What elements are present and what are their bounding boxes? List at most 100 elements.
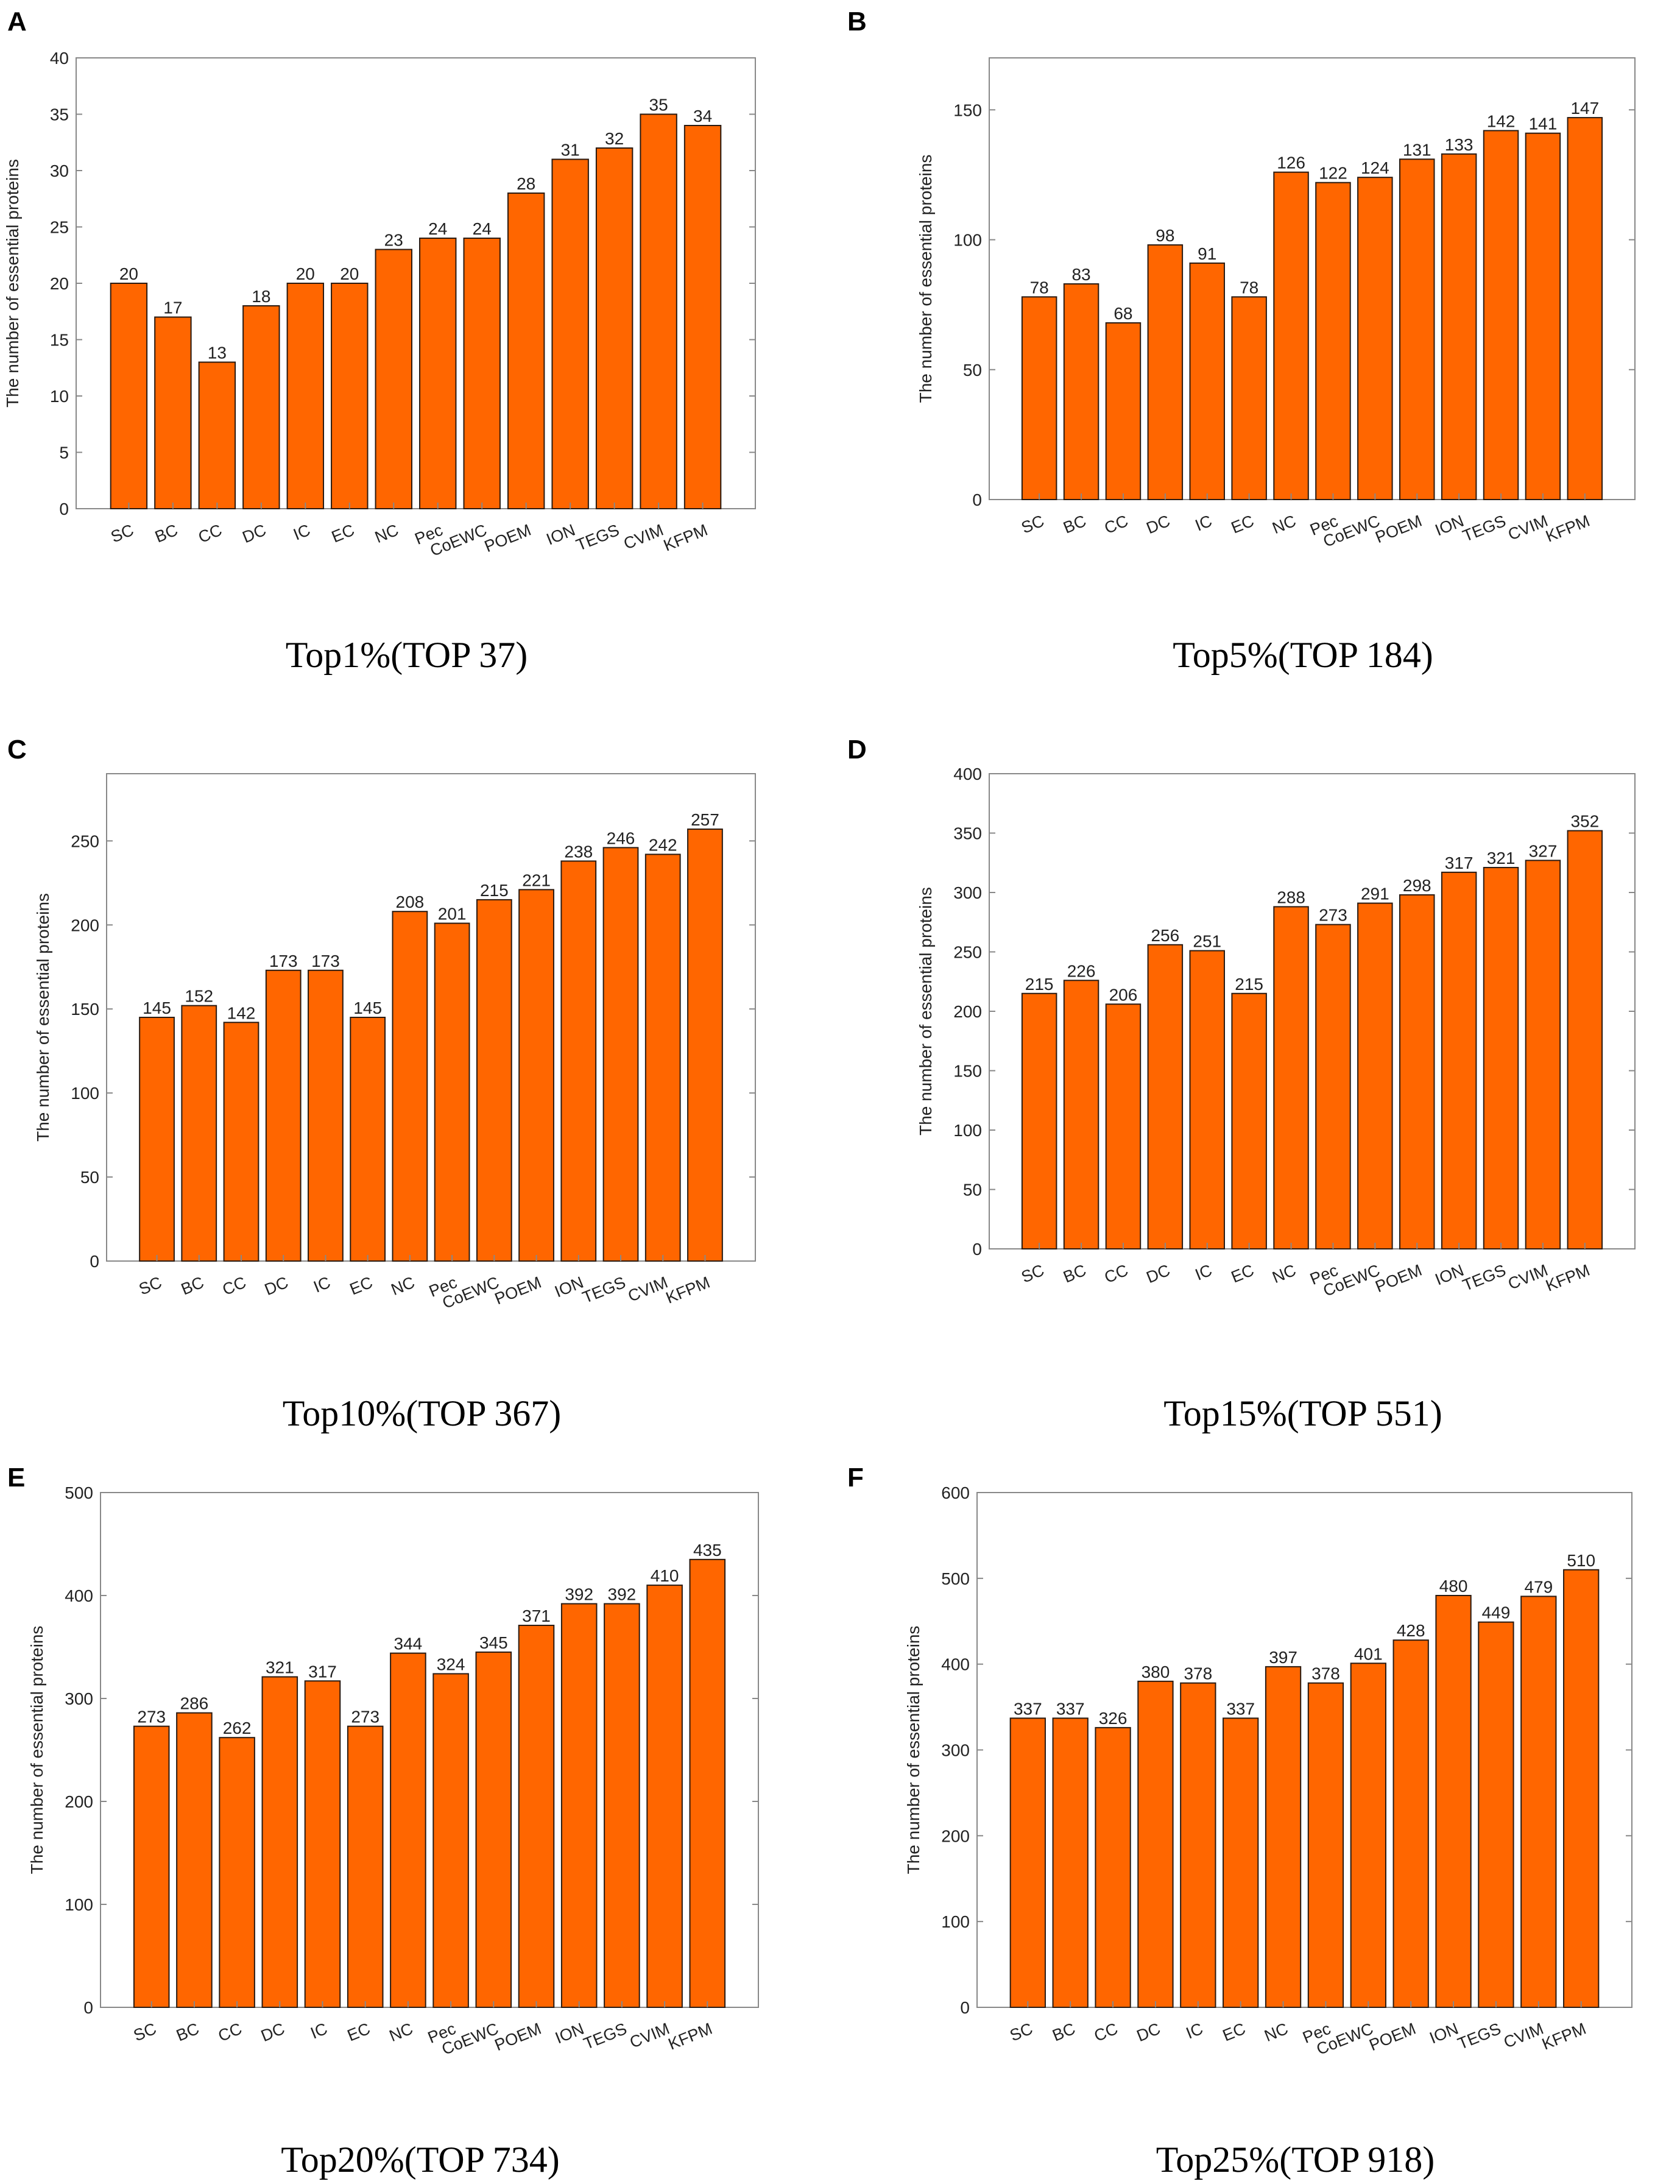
bar-sc (110, 283, 148, 509)
bar-pec (1315, 924, 1351, 1249)
bar-kfpm (1563, 1569, 1600, 2008)
category-label: TEGS (1460, 1261, 1508, 1295)
category-label: NC (387, 2020, 415, 2045)
bar-tegs (1478, 1621, 1514, 2008)
bar-bc (1063, 283, 1099, 500)
bar-coewc (475, 1651, 512, 2008)
bar-nc (1273, 906, 1309, 1249)
bar-ec (1223, 1717, 1259, 2008)
category-label: SC (136, 1273, 164, 1299)
value-label: 201 (438, 905, 467, 924)
bar-kfpm (1567, 830, 1603, 1250)
value-label: 152 (185, 987, 213, 1006)
value-label: 173 (311, 952, 340, 970)
chart-svg: B 0 50 100 150 The number of essential protei… (847, 7, 1636, 675)
category-label: IC (308, 2020, 330, 2043)
value-label: 215 (1025, 975, 1054, 994)
value-label: 133 (1445, 135, 1474, 154)
panel-caption: Top5%(TOP 184) (1173, 635, 1433, 675)
category-label: CVIM (1505, 512, 1550, 544)
panel-letter: A (7, 7, 27, 37)
category-label: IC (1184, 2020, 1205, 2043)
bar-poem (1392, 1639, 1429, 2008)
value-label: 20 (119, 264, 138, 283)
chart-panel-d: D 0 50 100 150 200 250 300 350 400 The number of e… (840, 728, 1680, 1456)
y-tick-label: 15 (50, 331, 69, 350)
value-label: 131 (1403, 140, 1431, 159)
category-label: TEGS (580, 1273, 628, 1307)
value-label: 449 (1482, 1603, 1511, 1622)
bar-coewc (1357, 902, 1393, 1249)
category-label: POEM (492, 2020, 544, 2055)
category-label: ION (1433, 1261, 1467, 1289)
bar-dc (265, 969, 302, 1262)
bar-nc (390, 1652, 426, 2008)
bar-ion (1441, 153, 1477, 500)
chart-svg: F 0 100 200 300 400 500 600 The number of essent… (847, 1463, 1632, 2180)
bar-ec (350, 1017, 386, 1262)
chart-svg: E 0 100 200 300 400 500 The number of essential… (7, 1463, 759, 2180)
y-tick-label: 200 (941, 1826, 970, 1845)
value-label: 324 (437, 1655, 465, 1673)
value-label: 435 (693, 1541, 722, 1560)
chart-panel-a: A 0 5 10 15 20 25 30 35 40 The number of essential… (0, 0, 840, 728)
bar-ic (1180, 1682, 1216, 2008)
value-label: 321 (266, 1658, 294, 1677)
category-label: EC (1229, 1261, 1257, 1287)
bar-dc (1137, 1680, 1174, 2009)
category-label: NC (372, 521, 401, 546)
value-label: 68 (1114, 304, 1132, 323)
bar-cc (223, 1022, 259, 1262)
value-label: 24 (473, 219, 492, 238)
value-label: 13 (208, 344, 227, 362)
y-tick-label: 50 (963, 1181, 982, 1200)
category-label: CC (216, 2020, 244, 2045)
category-label: BC (174, 2020, 202, 2045)
bar-cc (198, 361, 236, 509)
y-tick-label: 40 (50, 49, 69, 68)
value-label: 91 (1198, 244, 1216, 263)
value-label: 142 (227, 1003, 256, 1022)
category-label: EC (345, 2020, 373, 2045)
bar-cc (219, 1737, 255, 2008)
bar-sc (1021, 296, 1057, 500)
bar-pec (432, 1673, 469, 2008)
category-label: BC (1061, 512, 1089, 537)
y-tick-label: 300 (65, 1689, 93, 1708)
y-tick-label: 100 (953, 1121, 982, 1140)
value-label: 98 (1156, 226, 1174, 245)
chart-panel-b: B 0 50 100 150 The number of essential protei… (840, 0, 1680, 728)
y-tick-label: 20 (50, 274, 69, 293)
bar-nc (1265, 1666, 1302, 2008)
bar-coewc (476, 899, 512, 1262)
bar-cvim (1525, 860, 1561, 1250)
bar-cvim (646, 1585, 683, 2009)
y-tick-label: 50 (963, 361, 982, 380)
chart-panel-e: E 0 100 200 300 400 500 The number of essential… (0, 1456, 840, 2184)
value-label: 142 (1487, 111, 1516, 130)
y-axis-label: The number of essential proteins (34, 893, 52, 1142)
category-label: POEM (482, 521, 534, 556)
bar-dc (261, 1676, 298, 2008)
y-tick-label: 5 (59, 444, 69, 462)
bar-cvim (1520, 1596, 1557, 2009)
y-tick-label: 250 (953, 943, 982, 962)
bar-ec (331, 283, 369, 509)
y-tick-label: 400 (65, 1586, 93, 1605)
value-label: 238 (564, 842, 593, 861)
category-label: IC (1193, 512, 1215, 535)
y-tick-label: 30 (50, 161, 69, 180)
value-label: 288 (1277, 888, 1305, 906)
bar-coewc (1357, 177, 1393, 501)
category-label: BC (1061, 1261, 1089, 1287)
bar-dc (1147, 944, 1184, 1249)
category-label: CC (1102, 1261, 1131, 1287)
value-label: 317 (1445, 853, 1474, 872)
value-label: 35 (649, 96, 668, 115)
value-label: 510 (1567, 1551, 1595, 1570)
chart-svg: D 0 50 100 150 200 250 300 350 400 The number of e… (847, 735, 1636, 1433)
category-label: IC (311, 1273, 333, 1296)
value-label: 345 (479, 1633, 508, 1652)
y-tick-label: 0 (972, 490, 982, 509)
value-label: 206 (1109, 985, 1138, 1004)
